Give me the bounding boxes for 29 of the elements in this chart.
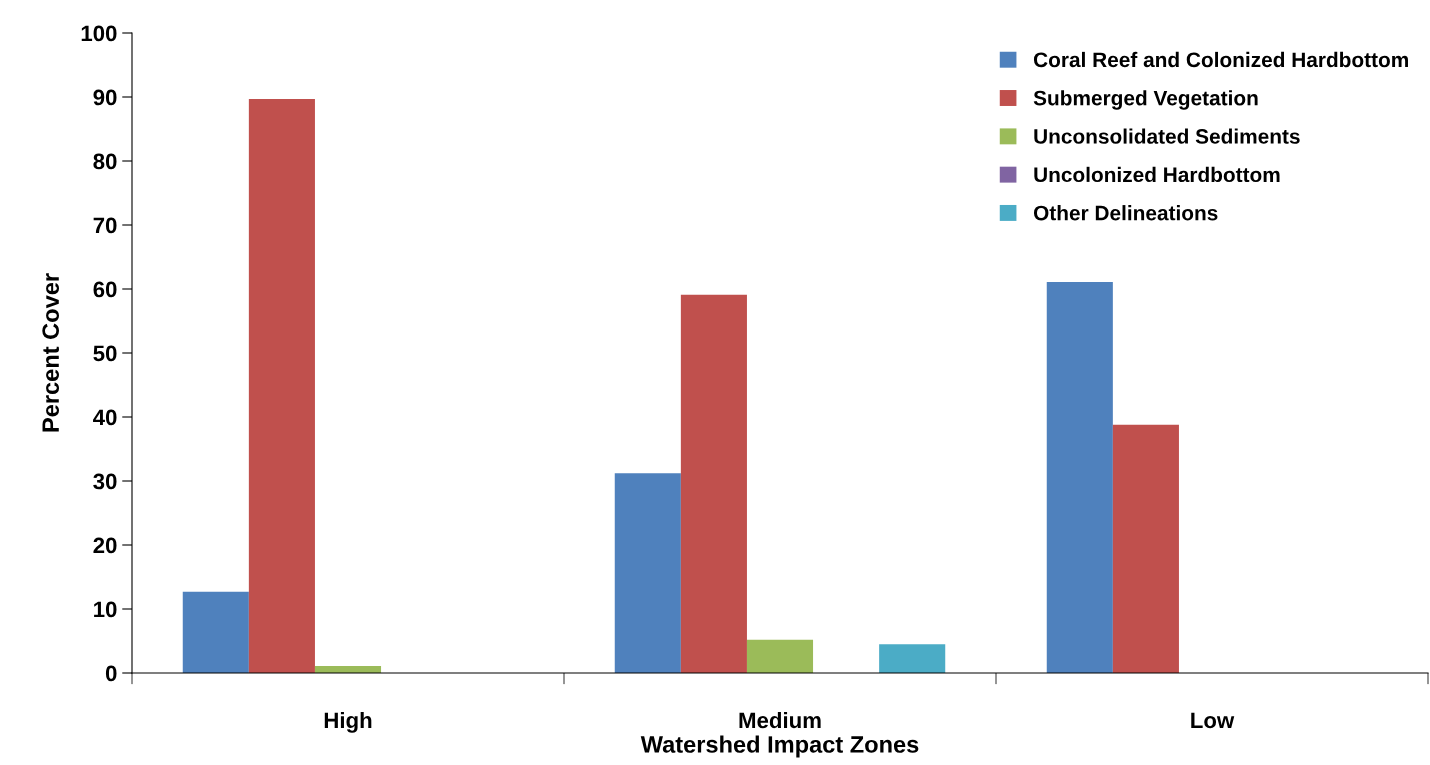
bar: [1112, 424, 1179, 673]
y-tick-label: 30: [93, 473, 117, 490]
legend-label: Uncolonized Hardbottom: [1034, 166, 1280, 183]
bar: [248, 98, 315, 673]
bar: [182, 591, 249, 673]
y-tick-label: 0: [105, 665, 117, 682]
legend-label: Coral Reef and Colonized Hardbottom: [1033, 51, 1408, 68]
x-tick-label: High: [324, 711, 372, 733]
bar: [680, 294, 747, 673]
bar: [879, 644, 946, 673]
x-tick-label: Low: [1191, 712, 1235, 729]
bar: [1046, 281, 1113, 673]
y-tick-label: 80: [93, 153, 117, 170]
y-tick-label: 70: [93, 217, 117, 234]
y-tick-label: 40: [93, 409, 117, 426]
legend-label: Submerged Vegetation: [1033, 90, 1258, 110]
y-tick-label: 10: [94, 601, 117, 618]
y-tick-label: 90: [93, 89, 117, 106]
legend-label: Other Delineations: [1033, 205, 1218, 221]
x-tick-label: Medium: [739, 711, 821, 729]
legend-label: Unconsolidated Sediments: [1034, 128, 1300, 144]
y-tick-label: 60: [93, 281, 117, 298]
bar: [746, 639, 814, 673]
y-axis-title: Percent Cover: [42, 273, 60, 432]
y-tick-label: 100: [81, 25, 117, 42]
y-tick-label: 20: [93, 537, 117, 554]
y-tick-label: 50: [93, 345, 117, 362]
x-axis-title: Watershed Impact Zones: [640, 735, 919, 758]
bar: [614, 473, 681, 673]
